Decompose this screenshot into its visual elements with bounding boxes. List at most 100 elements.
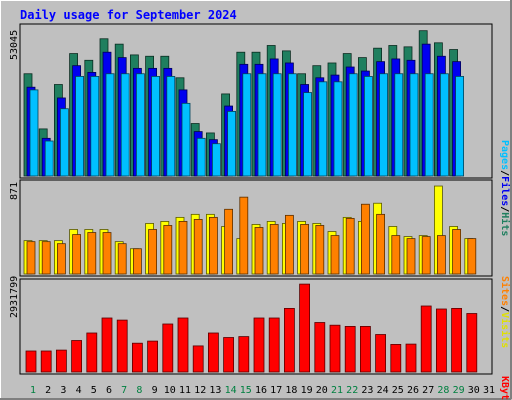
day-label: 8 [136, 385, 142, 396]
pages-bar [439, 73, 449, 177]
sites-bar [376, 213, 386, 275]
sites-bar [102, 232, 112, 275]
kbytes-bar [451, 307, 463, 373]
legend-pages: Pages [499, 140, 510, 170]
kbytes-bar [359, 325, 371, 373]
legend-files: Files [499, 176, 511, 206]
kbytes-bar [344, 325, 356, 373]
kbytes-bar [40, 350, 52, 373]
pages-bar [60, 108, 69, 177]
legend-visits: Visits [499, 312, 511, 348]
day-label: 12 [194, 385, 206, 396]
kbytes-bar [466, 313, 478, 373]
kbytes-bar [116, 319, 128, 373]
kbytes-bar [268, 317, 280, 373]
kbytes-bar [435, 308, 447, 373]
pages-bar [272, 73, 282, 177]
sites-bar [193, 218, 203, 275]
kbytes-bar [420, 305, 432, 373]
day-label: 19 [301, 385, 313, 396]
pages-bar [211, 143, 221, 177]
chart-title: Daily usage for September 2024 [20, 8, 237, 22]
kbytes-bar [238, 336, 250, 373]
kbytes-bar [329, 324, 341, 373]
day-label: 18 [285, 385, 297, 396]
sites-bar [315, 225, 325, 275]
day-label: 23 [361, 385, 373, 396]
sites-bar [360, 203, 370, 275]
legend-hits: Hits [499, 212, 511, 236]
kbytes-bar [283, 307, 295, 373]
day-label: 4 [76, 385, 82, 396]
day-label: 22 [346, 385, 358, 396]
pages-bar [181, 102, 191, 177]
legend-sep: / [499, 306, 510, 312]
sites-bar [406, 238, 416, 275]
chart-bars [23, 30, 478, 373]
pages-bar [287, 73, 297, 177]
day-label: 28 [437, 385, 449, 396]
sites-bar [345, 217, 355, 275]
day-label: 2 [45, 385, 51, 396]
sites-bar [421, 236, 431, 275]
kbytes-bar [131, 342, 143, 373]
kbytes-bar [253, 317, 265, 373]
sites-bar [41, 241, 51, 275]
kbytes-bar [101, 317, 113, 373]
pages-bar [318, 81, 328, 177]
panel1-max-label: 53045 [9, 30, 20, 60]
sites-bar [208, 216, 218, 275]
kbytes-bar [223, 337, 235, 373]
pages-bar [409, 73, 419, 177]
kbytes-bar [405, 343, 417, 373]
kbytes-bar [177, 317, 189, 373]
sites-bar [72, 234, 81, 275]
kbytes-bar [299, 283, 311, 373]
pages-bar [44, 140, 54, 177]
legend-sites: Sites [499, 276, 511, 306]
day-label: 31 [483, 385, 495, 396]
day-axis-labels: 1 2 3 4 5 6 7 8 9 10 11 12 13 14 15 16 17 18 19 20 21 22 23 24 2… [30, 385, 495, 396]
sites-bar [178, 221, 188, 275]
pages-bar [242, 73, 252, 177]
kbytes-bar [207, 332, 219, 373]
pages-bar [348, 73, 358, 177]
day-label: 6 [106, 385, 112, 396]
kbytes-bar [375, 334, 387, 373]
day-label: 14 [225, 385, 237, 396]
sites-bar [87, 232, 97, 275]
sites-bar [239, 196, 249, 275]
day-label: 1 [30, 385, 36, 396]
pages-bar [196, 137, 206, 177]
hits-files-pages-legend: Pages/Files/Hits [499, 140, 511, 236]
pages-bar [227, 111, 237, 177]
kbytes-bar [192, 345, 204, 373]
day-label: 5 [91, 385, 97, 396]
pages-bar [151, 76, 161, 177]
pages-bar [363, 76, 373, 177]
day-label: 27 [422, 385, 434, 396]
panel2-max-label: 871 [9, 182, 20, 200]
sites-bar [163, 225, 173, 275]
pages-bar [257, 73, 267, 177]
pages-bar [166, 76, 176, 177]
sites-bar [117, 243, 127, 275]
day-label: 21 [331, 385, 343, 396]
sites-bar [391, 235, 401, 275]
legend-sep: / [499, 206, 510, 212]
day-label: 24 [377, 385, 389, 396]
day-label: 16 [255, 385, 267, 396]
day-label: 15 [240, 385, 252, 396]
pages-bar [90, 76, 100, 177]
kbytes-bar [56, 349, 67, 373]
visits-sites-legend: Sites/Visits [499, 276, 511, 348]
sites-bar [26, 241, 36, 275]
pages-bar [394, 73, 404, 177]
sites-bar [132, 248, 142, 275]
day-label: 11 [179, 385, 191, 396]
legend-sep: / [499, 170, 510, 176]
day-label: 13 [209, 385, 221, 396]
pages-bar [120, 73, 130, 177]
sites-bar [436, 235, 446, 275]
